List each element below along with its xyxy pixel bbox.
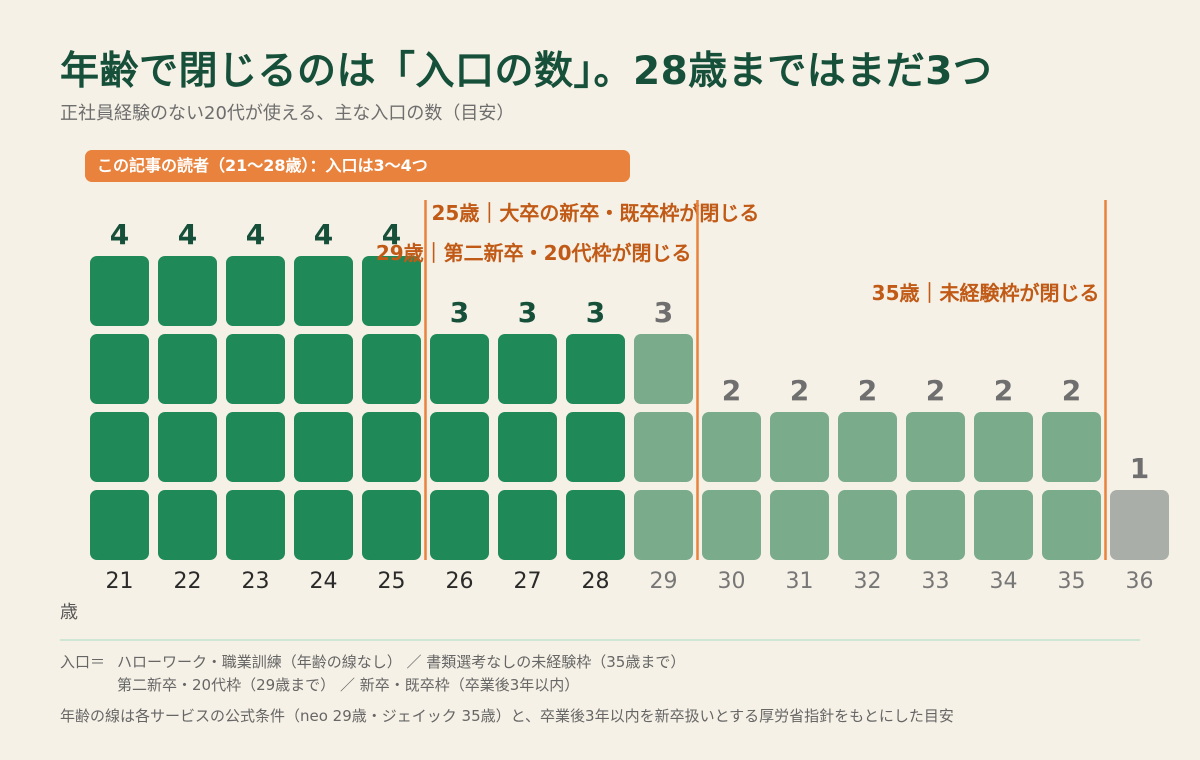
entry-block bbox=[158, 334, 217, 404]
page-subtitle: 正社員経験のない20代が使える、主な入口の数（目安） bbox=[60, 103, 515, 124]
bar-value-label: 2 bbox=[858, 374, 877, 407]
cutoff-label: 35歳｜未経験枠が閉じる bbox=[872, 281, 1100, 305]
entry-block bbox=[770, 490, 829, 560]
entry-block bbox=[226, 334, 285, 404]
entry-block bbox=[362, 490, 421, 560]
bar-value-label: 2 bbox=[1062, 374, 1081, 407]
age-tick-label: 35 bbox=[1058, 569, 1086, 594]
entry-block bbox=[498, 334, 557, 404]
entry-block bbox=[90, 334, 149, 404]
entry-block bbox=[362, 256, 421, 326]
entry-block bbox=[430, 412, 489, 482]
reader-range-banner: この記事の読者（21〜28歳）：入口は3〜4つ bbox=[85, 150, 630, 182]
age-tick-label: 24 bbox=[310, 569, 338, 594]
entry-block bbox=[838, 490, 897, 560]
entry-block bbox=[702, 490, 761, 560]
age-tick-label: 21 bbox=[106, 569, 134, 594]
entry-block bbox=[974, 490, 1033, 560]
age-tick-label: 28 bbox=[582, 569, 610, 594]
entry-block bbox=[294, 334, 353, 404]
entry-block bbox=[838, 412, 897, 482]
entry-block bbox=[634, 334, 693, 404]
entry-block bbox=[566, 334, 625, 404]
entry-block bbox=[1042, 412, 1101, 482]
bar-value-label: 2 bbox=[994, 374, 1013, 407]
bar-value-label: 4 bbox=[110, 218, 129, 251]
entry-block bbox=[974, 412, 1033, 482]
entry-block bbox=[1110, 490, 1169, 560]
entry-block bbox=[430, 334, 489, 404]
bar-value-label: 4 bbox=[314, 218, 333, 251]
age-tick-label: 25 bbox=[378, 569, 406, 594]
bar-value-label: 4 bbox=[382, 218, 401, 251]
entry-block bbox=[158, 412, 217, 482]
age-tick-label: 26 bbox=[446, 569, 474, 594]
entry-block bbox=[566, 490, 625, 560]
bar-value-label: 3 bbox=[654, 296, 673, 329]
entry-block bbox=[294, 490, 353, 560]
entry-block bbox=[906, 490, 965, 560]
bar-value-label: 3 bbox=[586, 296, 605, 329]
entry-block bbox=[226, 256, 285, 326]
bar-value-label: 2 bbox=[790, 374, 809, 407]
entry-block bbox=[226, 412, 285, 482]
bar-value-label: 3 bbox=[518, 296, 537, 329]
entry-block bbox=[498, 490, 557, 560]
bar-value-label: 1 bbox=[1130, 452, 1149, 485]
page-title: 年齢で閉じるのは「入口の数」。28歳まではまだ3つ bbox=[60, 49, 993, 94]
footer-divider bbox=[60, 639, 1140, 641]
age-tick-label: 22 bbox=[174, 569, 202, 594]
entry-block bbox=[634, 490, 693, 560]
bar-value-label: 4 bbox=[178, 218, 197, 251]
entry-block bbox=[498, 412, 557, 482]
age-tick-label: 23 bbox=[242, 569, 270, 594]
footnote: 年齢の線は各サービスの公式条件（neo 29歳・ジェイック 35歳）と、卒業後3… bbox=[60, 707, 954, 725]
entry-block bbox=[362, 334, 421, 404]
entry-block bbox=[158, 490, 217, 560]
bar-value-label: 2 bbox=[926, 374, 945, 407]
age-unit-label: 歳 bbox=[60, 602, 78, 623]
entry-block bbox=[362, 412, 421, 482]
entry-block bbox=[1042, 490, 1101, 560]
legend-line-1: ハローワーク・職業訓練（年齢の線なし） ／ 書類選考なしの未経験枠（35歳まで） bbox=[117, 653, 686, 671]
entry-block bbox=[430, 490, 489, 560]
bar-value-label: 4 bbox=[246, 218, 265, 251]
age-tick-label: 31 bbox=[786, 569, 814, 594]
entry-block bbox=[906, 412, 965, 482]
age-tick-label: 36 bbox=[1126, 569, 1154, 594]
age-tick-label: 29 bbox=[650, 569, 678, 594]
legend-line-2: 第二新卒・20代枠（29歳まで） ／ 新卒・既卒枠（卒業後3年以内） bbox=[117, 676, 580, 694]
legend-label: 入口＝ bbox=[60, 653, 106, 671]
age-tick-label: 34 bbox=[990, 569, 1018, 594]
entry-block bbox=[294, 256, 353, 326]
entry-block bbox=[158, 256, 217, 326]
entry-block bbox=[634, 412, 693, 482]
age-tick-label: 32 bbox=[854, 569, 882, 594]
entry-count-chart: 4214224234244253263273283292302312322332… bbox=[90, 200, 1169, 594]
age-tick-label: 27 bbox=[514, 569, 542, 594]
bar-value-label: 3 bbox=[450, 296, 469, 329]
cutoff-label: 25歳｜大卒の新卒・既卒枠が閉じる bbox=[432, 201, 760, 225]
entry-block bbox=[90, 412, 149, 482]
entry-block bbox=[702, 412, 761, 482]
cutoff-label: 29歳｜第二新卒・20代枠が閉じる bbox=[376, 241, 692, 265]
entry-block bbox=[90, 256, 149, 326]
bar-value-label: 2 bbox=[722, 374, 741, 407]
entry-block bbox=[566, 412, 625, 482]
age-tick-label: 30 bbox=[718, 569, 746, 594]
age-tick-label: 33 bbox=[922, 569, 950, 594]
entry-block bbox=[770, 412, 829, 482]
entry-block bbox=[90, 490, 149, 560]
entry-block bbox=[226, 490, 285, 560]
entry-block bbox=[294, 412, 353, 482]
